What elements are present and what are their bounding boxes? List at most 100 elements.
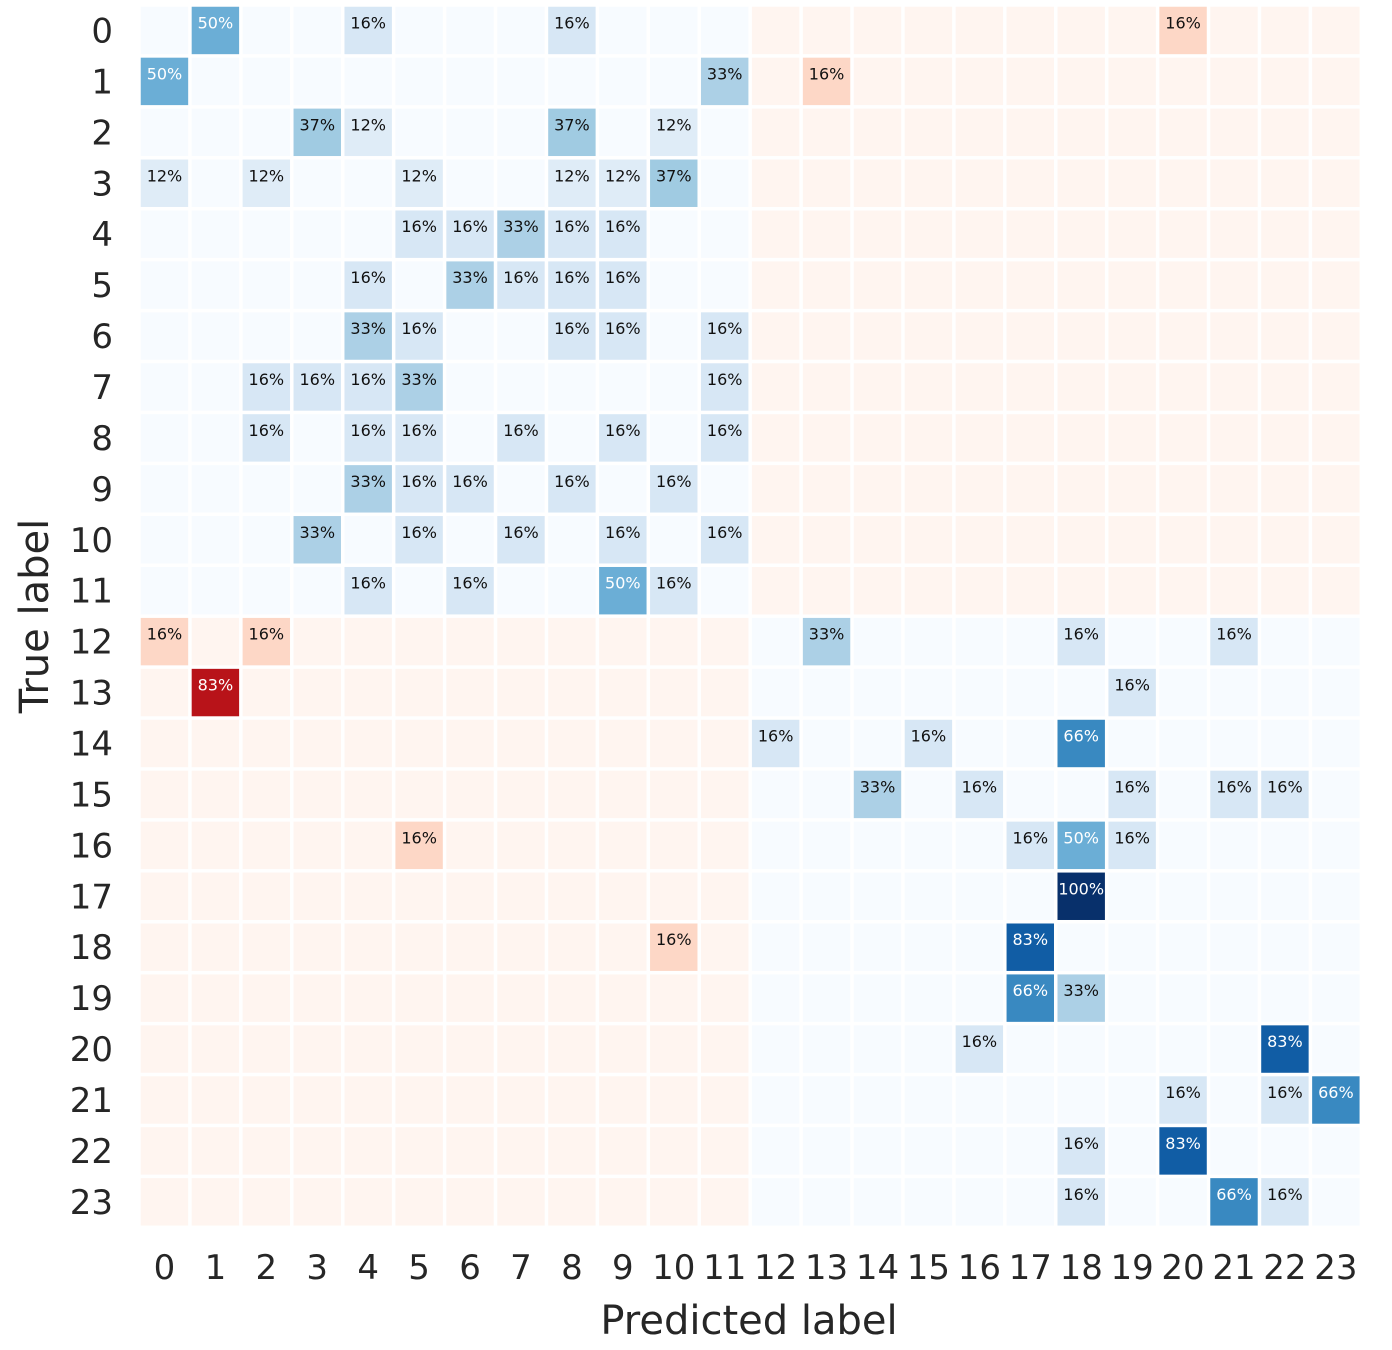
heatmap-cell-r7-c9 — [599, 363, 647, 411]
heatmap-cell-r21-c18 — [1057, 1076, 1105, 1124]
heatmap-cell-r19-c14 — [853, 974, 902, 1022]
heatmap-cell-r16-c6 — [446, 821, 494, 870]
heatmap-cell-r12-c12 — [751, 617, 800, 666]
heatmap-cell-r21-c5 — [395, 1076, 443, 1124]
heatmap-cell-r9-c1 — [191, 465, 240, 513]
x-tick-label: 2 — [255, 1248, 277, 1288]
heatmap-cell-r21-c0 — [140, 1076, 189, 1124]
cell-value-r6-c8: 16% — [554, 319, 590, 338]
heatmap-cell-r13-c12 — [751, 668, 800, 717]
x-tick-label: 6 — [459, 1248, 481, 1288]
heatmap-cell-r5-c6 — [446, 261, 494, 309]
heatmap-cell-r23-c19 — [1108, 1178, 1156, 1226]
heatmap-cell-r5-c2 — [242, 261, 291, 309]
heatmap-cell-r7-c15 — [904, 363, 953, 411]
heatmap-cell-r7-c20 — [1159, 363, 1207, 411]
heatmap-cell-r5-c5 — [395, 261, 443, 309]
heatmap-cell-r2-c19 — [1108, 108, 1156, 157]
heatmap-cell-r10-c4 — [344, 516, 392, 564]
heatmap-cell-r0-c2 — [242, 6, 291, 55]
heatmap-cell-r10-c21 — [1210, 516, 1258, 564]
heatmap-cell-r6-c18 — [1057, 312, 1105, 360]
heatmap-cell-r6-c17 — [1006, 312, 1054, 360]
heatmap-cell-r6-c5 — [395, 312, 443, 360]
heatmap-cell-r7-c22 — [1261, 363, 1309, 411]
heatmap-cell-r2-c3 — [293, 108, 341, 157]
heatmap-cell-r20-c4 — [344, 1025, 392, 1073]
y-tick-label: 21 — [70, 1081, 113, 1121]
heatmap-cell-r18-c1 — [191, 923, 240, 971]
cell-value-r15-c14: 33% — [860, 777, 896, 796]
y-tick-label: 10 — [70, 521, 113, 561]
heatmap-cell-r4-c21 — [1210, 210, 1258, 258]
x-tick-label: 9 — [612, 1248, 634, 1288]
heatmap-cell-r3-c23 — [1312, 159, 1360, 207]
cell-value-r7-c5: 33% — [401, 370, 437, 389]
heatmap-cell-r13-c13 — [802, 668, 851, 717]
heatmap-cell-r8-c18 — [1057, 414, 1105, 462]
heatmap-cell-r23-c1 — [191, 1178, 240, 1226]
heatmap-cell-r11-c7 — [497, 566, 545, 615]
heatmap-cell-r10-c0 — [140, 516, 189, 564]
heatmap-cell-r22-c14 — [853, 1127, 902, 1175]
heatmap-cell-r17-c6 — [446, 872, 494, 920]
heatmap-cell-r22-c13 — [802, 1127, 851, 1175]
cell-value-r3-c9: 12% — [605, 166, 641, 185]
heatmap-cell-r5-c7 — [497, 261, 545, 309]
heatmap-cell-r5-c4 — [344, 261, 392, 309]
heatmap-cell-r9-c22 — [1261, 465, 1309, 513]
cell-value-r1-c11: 33% — [707, 64, 743, 83]
cell-value-r11-c6: 16% — [452, 574, 488, 593]
heatmap-cell-r6-c9 — [599, 312, 647, 360]
heatmap-cell-r14-c23 — [1312, 719, 1360, 768]
heatmap-cell-r10-c9 — [599, 516, 647, 564]
cell-value-r9-c8: 16% — [554, 472, 590, 491]
heatmap-cell-r14-c18 — [1057, 719, 1105, 768]
heatmap-cell-r2-c7 — [497, 108, 545, 157]
heatmap-cell-r5-c10 — [650, 261, 698, 309]
heatmap-cell-r21-c14 — [853, 1076, 902, 1124]
heatmap-cell-r2-c14 — [853, 108, 902, 157]
heatmap-cell-r11-c23 — [1312, 566, 1360, 615]
heatmap-cell-r20-c22 — [1261, 1025, 1309, 1073]
cell-value-r7-c4: 16% — [350, 370, 386, 389]
heatmap-cell-r21-c6 — [446, 1076, 494, 1124]
heatmap-cell-r11-c16 — [955, 566, 1004, 615]
heatmap-cell-r22-c7 — [497, 1127, 545, 1175]
cell-value-r22-c20: 83% — [1165, 1134, 1201, 1153]
y-tick-label: 16 — [70, 826, 113, 866]
heatmap-cell-r20-c14 — [853, 1025, 902, 1073]
cell-value-r0-c1: 50% — [198, 13, 234, 32]
heatmap-cell-r13-c3 — [293, 668, 341, 717]
heatmap-cell-r3-c17 — [1006, 159, 1054, 207]
cell-value-r21-c20: 16% — [1165, 1083, 1201, 1102]
heatmap-cell-r8-c12 — [751, 414, 800, 462]
heatmap-cell-r14-c1 — [191, 719, 240, 768]
x-tick-label: 22 — [1263, 1248, 1306, 1288]
heatmap-cell-r12-c14 — [853, 617, 902, 666]
cell-value-r5-c9: 16% — [605, 268, 641, 287]
cell-value-r3-c8: 12% — [554, 166, 590, 185]
heatmap-cell-r4-c13 — [802, 210, 851, 258]
heatmap-cell-r18-c10 — [650, 923, 698, 971]
cell-value-r13-c1: 83% — [198, 676, 234, 695]
heatmap-cell-r3-c8 — [548, 159, 596, 207]
heatmap-cell-r7-c0 — [140, 363, 189, 411]
cell-value-r4-c7: 33% — [503, 217, 539, 236]
heatmap-cell-r10-c5 — [395, 516, 443, 564]
heatmap-cell-r10-c18 — [1057, 516, 1105, 564]
x-tick-label: 5 — [408, 1248, 430, 1288]
heatmap-cell-r18-c6 — [446, 923, 494, 971]
heatmap-cell-r5-c23 — [1312, 261, 1360, 309]
heatmap-cell-r1-c19 — [1108, 57, 1156, 106]
heatmap-cell-r12-c1 — [191, 617, 240, 666]
heatmap-cell-r14-c19 — [1108, 719, 1156, 768]
cell-value-r2-c10: 12% — [656, 115, 692, 134]
heatmap-cell-r20-c23 — [1312, 1025, 1360, 1073]
heatmap-cell-r17-c22 — [1261, 872, 1309, 920]
heatmap-cell-r8-c3 — [293, 414, 341, 462]
heatmap-cell-r6-c16 — [955, 312, 1004, 360]
heatmap-cell-r23-c8 — [548, 1178, 596, 1226]
cell-value-r11-c9: 50% — [605, 574, 641, 593]
